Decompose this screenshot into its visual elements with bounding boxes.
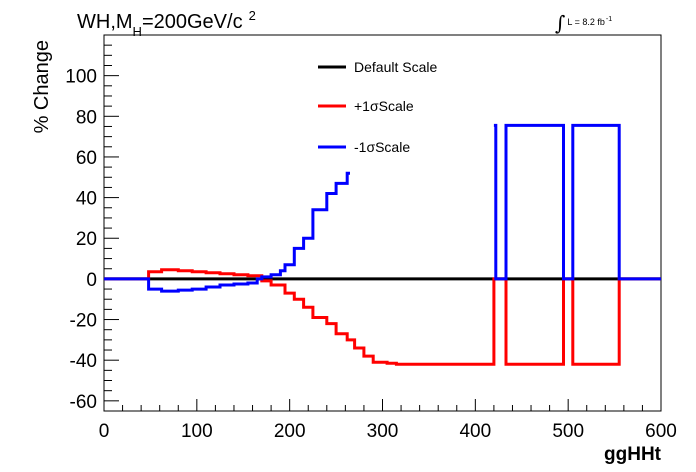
x-axis: 0 100 200 300 400 500 600 [99,399,677,442]
luminosity-text: L = 8.2 fb [567,17,604,27]
title-superscript: 2 [249,8,256,23]
x-tick-label: 0 [99,421,110,442]
legend-label: -1σScale [354,139,410,155]
x-tick-label: 300 [367,421,399,442]
x-tick-label: 100 [181,421,213,442]
title-rest: =200GeV/c [142,11,243,33]
series-line-1 [104,268,661,366]
title-main: WH,M [77,11,133,33]
x-axis-title: ggHHt [604,444,662,465]
y-tick-label: 0 [86,270,97,291]
x-tick-label: 400 [459,421,491,442]
y-tick-label: -40 [70,351,97,372]
legend-label: Default Scale [354,59,437,75]
y-tick-label: 100 [65,67,97,88]
x-tick-label: 600 [645,421,677,442]
integral-symbol: ∫ [555,11,565,35]
chart-title: WH,MH=200GeV/c 2 [77,8,256,39]
y-tick-label: -60 [70,392,97,413]
legend-label: +1σScale [354,98,414,114]
y-tick-label: 20 [76,229,97,250]
legend: Default Scale +1σScale -1σScale [318,59,437,155]
plot-frame [103,34,662,412]
x-tick-label: 500 [552,421,584,442]
title-subscript: H [133,24,142,39]
y-tick-label: 40 [76,189,97,210]
series-line-2 [104,123,661,293]
x-tick-label: 200 [274,421,306,442]
luminosity-superscript: -1 [606,16,612,23]
y-tick-label: 80 [76,107,97,128]
y-tick-label: 60 [76,148,97,169]
plot-area-border [103,34,662,412]
y-axis-title: % Change [31,40,53,133]
y-tick-label: -20 [70,311,97,332]
y-axis: -60 -40 -20 0 20 40 60 80 100 [65,44,119,413]
series-group [104,123,661,366]
luminosity-label: ∫ L = 8.2 fb-1 [555,11,612,35]
